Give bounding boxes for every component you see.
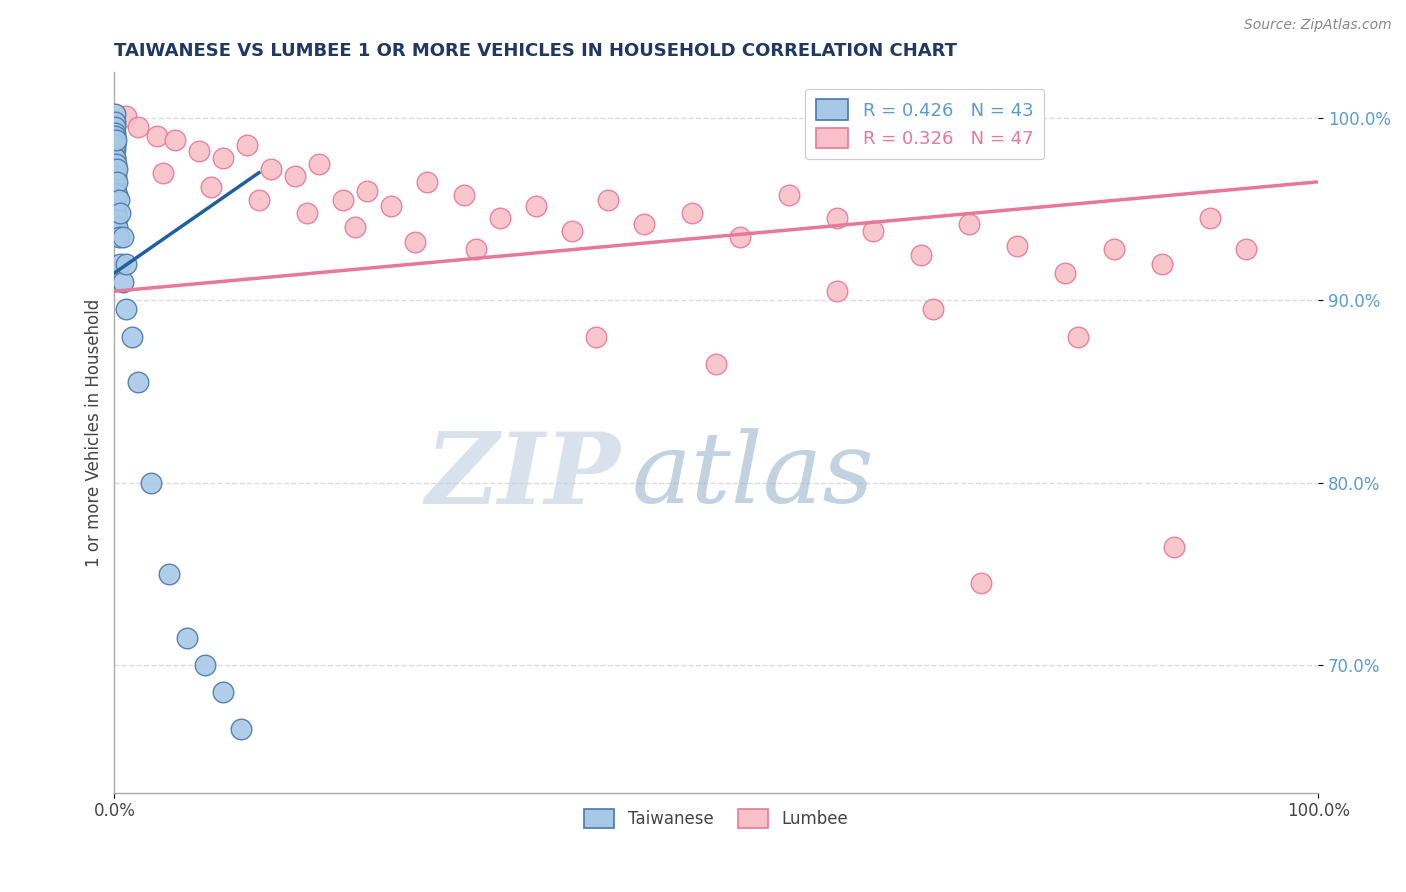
Point (730, 229, 752, 244)
Point (561, 224, 583, 238)
Point (1054, 266, 1077, 280)
Point (970, 576, 993, 591)
Point (115, 302, 138, 317)
Point (464, 242, 486, 256)
Point (104, 156, 127, 170)
Point (111, 275, 134, 289)
Point (1102, 242, 1125, 256)
Point (332, 193, 354, 207)
Point (380, 198, 402, 212)
Point (596, 193, 619, 207)
Point (104, 129, 127, 144)
Point (1234, 242, 1257, 256)
Point (104, 193, 127, 207)
Point (104, 107, 127, 121)
Point (704, 357, 727, 371)
Point (104, 142, 127, 156)
Point (152, 166, 174, 180)
Point (104, 133, 127, 147)
Point (107, 193, 129, 207)
Point (115, 257, 138, 271)
Point (111, 229, 134, 244)
Point (825, 211, 848, 226)
Point (157, 566, 180, 581)
Point (105, 187, 128, 202)
Point (104, 169, 127, 184)
Point (110, 206, 132, 220)
Point (200, 180, 222, 194)
Point (104, 169, 127, 184)
Point (104, 114, 127, 128)
Legend: Taiwanese, Lumbee: Taiwanese, Lumbee (578, 802, 855, 835)
Point (121, 330, 143, 344)
Point (104, 151, 127, 165)
Point (105, 162, 128, 177)
Point (585, 330, 607, 344)
Point (1199, 211, 1222, 226)
Point (356, 184, 378, 198)
Point (229, 722, 252, 736)
Point (1007, 238, 1029, 252)
Point (284, 169, 307, 184)
Point (104, 162, 127, 177)
Point (416, 175, 439, 189)
Point (163, 133, 186, 147)
Point (104, 186, 127, 200)
Point (344, 220, 367, 235)
Text: atlas: atlas (633, 428, 875, 524)
Point (778, 187, 800, 202)
Point (910, 248, 932, 262)
Point (104, 180, 127, 194)
Point (104, 206, 127, 220)
Point (110, 257, 132, 271)
Point (176, 631, 198, 645)
Point (1150, 257, 1173, 271)
Point (104, 175, 127, 189)
Point (104, 138, 127, 153)
Point (825, 284, 848, 298)
Point (862, 224, 884, 238)
Point (247, 193, 270, 207)
Point (104, 126, 127, 140)
Point (194, 658, 217, 673)
Point (1163, 540, 1185, 554)
Point (211, 151, 233, 165)
Point (236, 138, 259, 153)
Point (957, 217, 980, 231)
Y-axis label: 1 or more Vehicles in Household: 1 or more Vehicles in Household (86, 299, 103, 566)
Point (115, 109, 138, 123)
Point (127, 120, 149, 135)
Point (104, 136, 127, 151)
Point (308, 156, 330, 170)
Point (107, 220, 129, 235)
Point (104, 162, 127, 177)
Point (633, 217, 655, 231)
Text: TAIWANESE VS LUMBEE 1 OR MORE VEHICLES IN HOUSEHOLD CORRELATION CHART: TAIWANESE VS LUMBEE 1 OR MORE VEHICLES I… (114, 42, 957, 60)
Point (260, 162, 283, 177)
Point (211, 685, 233, 699)
Point (139, 475, 162, 490)
Point (127, 376, 149, 390)
Point (105, 211, 128, 226)
Point (104, 151, 127, 165)
Point (1066, 330, 1088, 344)
Point (488, 211, 510, 226)
Point (107, 229, 129, 244)
Point (104, 120, 127, 135)
Point (681, 206, 703, 220)
Point (145, 129, 167, 144)
Point (107, 175, 129, 189)
Point (187, 144, 209, 158)
Point (453, 187, 475, 202)
Point (104, 131, 127, 145)
Point (295, 206, 318, 220)
Point (524, 198, 547, 212)
Point (404, 235, 426, 249)
Text: ZIP: ZIP (425, 427, 620, 524)
Text: Source: ZipAtlas.com: Source: ZipAtlas.com (1244, 18, 1392, 32)
Point (922, 302, 945, 317)
